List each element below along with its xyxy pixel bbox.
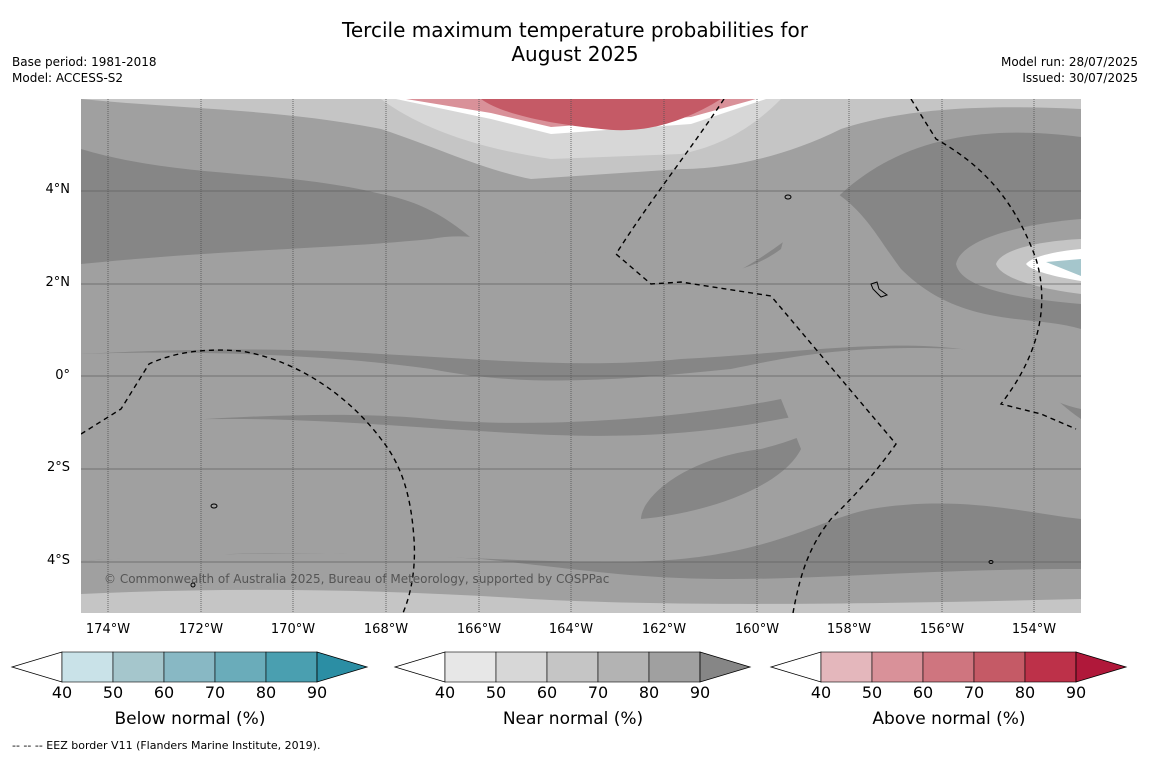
title-line-2: August 2025 [511,42,639,66]
colorbar-above-lower-extension [769,651,822,683]
colorbar-below-normal [10,651,369,683]
lat-label-2n: 2°N [45,275,71,290]
colorbar-above-upper-extension [1075,651,1128,683]
map-title: Tercile maximum temperature probabilitie… [0,18,1150,66]
colorbar-below-upper-extension [316,651,369,683]
lon-label-162w: 162°W [641,622,687,637]
lat-label-4n: 4°N [45,182,71,197]
colorbar-above-segment-2 [871,651,924,683]
lon-label-164w: 164°W [548,622,594,637]
meta-left: Base period: 1981-2018 Model: ACCESS-S2 [12,54,157,86]
eez-footnote: -- -- -- EEZ border V11 (Flanders Marine… [12,739,321,752]
lon-label-156w: 156°W [919,622,965,637]
colorbar-below-title: Below normal (%) [114,709,266,729]
colorbar-below-segment-3 [163,651,216,683]
colorbar-above-normal [769,651,1128,683]
below-normal-east-area [1046,259,1081,276]
colorbar-above-segment-4 [973,651,1026,683]
model-name: Model: ACCESS-S2 [12,71,124,85]
lon-label-166w: 166°W [456,622,502,637]
cbar-above-tick-50: 50 [861,683,883,702]
map-panel [81,99,1081,613]
lon-label-172w: 172°W [178,622,224,637]
cbar-near-tick-90: 90 [689,683,711,702]
near-normal-south-band [81,348,1081,562]
cbar-above-tick-60: 60 [912,683,934,702]
lat-label-0: 0° [55,368,70,383]
lon-label-158w: 158°W [826,622,872,637]
near-normal-bottom-light [81,589,1081,613]
issued-date: Issued: 30/07/2025 [1022,71,1138,85]
cbar-below-tick-90: 90 [306,683,328,702]
cbar-near-tick-50: 50 [485,683,507,702]
cbar-below-tick-70: 70 [204,683,226,702]
gridlines [107,99,1035,613]
lat-gridlines [81,190,1081,563]
colorbar-near-normal [393,651,752,683]
lon-label-154w: 154°W [1011,622,1057,637]
colorbar-above-title: Above normal (%) [872,709,1026,729]
cbar-near-tick-70: 70 [587,683,609,702]
cbar-below-tick-50: 50 [102,683,124,702]
colorbar-above-segment-5 [1024,651,1077,683]
colorbar-near-segment-4 [597,651,650,683]
colorbar-below-segment-5 [265,651,318,683]
cbar-near-tick-80: 80 [638,683,660,702]
copyright-notice: © Commonwealth of Australia 2025, Bureau… [104,572,610,586]
cbar-near-tick-60: 60 [536,683,558,702]
cbar-above-tick-80: 80 [1014,683,1036,702]
colorbar-above-segment-1 [820,651,873,683]
eez-borders [81,99,1077,613]
colorbar-below-segment-1 [61,651,114,683]
lon-label-170w: 170°W [270,622,316,637]
islands [190,194,994,588]
near-normal-mid-band-north [81,174,1081,409]
model-run: Model run: 28/07/2025 [1000,55,1138,69]
title-line-1: Tercile maximum temperature probabilitie… [342,18,808,42]
above-normal-70-area [481,99,721,131]
colorbar-near-title: Near normal (%) [502,709,644,729]
cbar-above-tick-90: 90 [1065,683,1087,702]
colorbar-near-lower-extension [393,651,446,683]
lon-label-174w: 174°W [85,622,131,637]
colorbar-near-upper-extension [699,651,752,683]
cbar-near-tick-40: 40 [434,683,456,702]
meta-right: Model run: 28/07/2025 Issued: 30/07/2025 [1001,54,1138,86]
colorbar-near-segment-5 [648,651,701,683]
cbar-below-tick-40: 40 [51,683,73,702]
colorbar-near-segment-3 [546,651,599,683]
cbar-below-tick-60: 60 [153,683,175,702]
colorbar-below-segment-2 [112,651,165,683]
colorbar-near-segment-2 [495,651,548,683]
lon-label-160w: 160°W [734,622,780,637]
colorbar-below-lower-extension [10,651,63,683]
colorbar-above-segment-3 [922,651,975,683]
colorbar-near-segment-1 [444,651,497,683]
lat-label-2s: 2°S [46,460,70,475]
base-period: Base period: 1981-2018 [12,55,157,69]
near-normal-70-band [81,99,1081,289]
cbar-above-tick-40: 40 [810,683,832,702]
cbar-below-tick-80: 80 [255,683,277,702]
lat-label-4s: 4°S [46,553,70,568]
colorbar-below-segment-4 [214,651,267,683]
cbar-above-tick-70: 70 [963,683,985,702]
lon-label-168w: 168°W [363,622,409,637]
